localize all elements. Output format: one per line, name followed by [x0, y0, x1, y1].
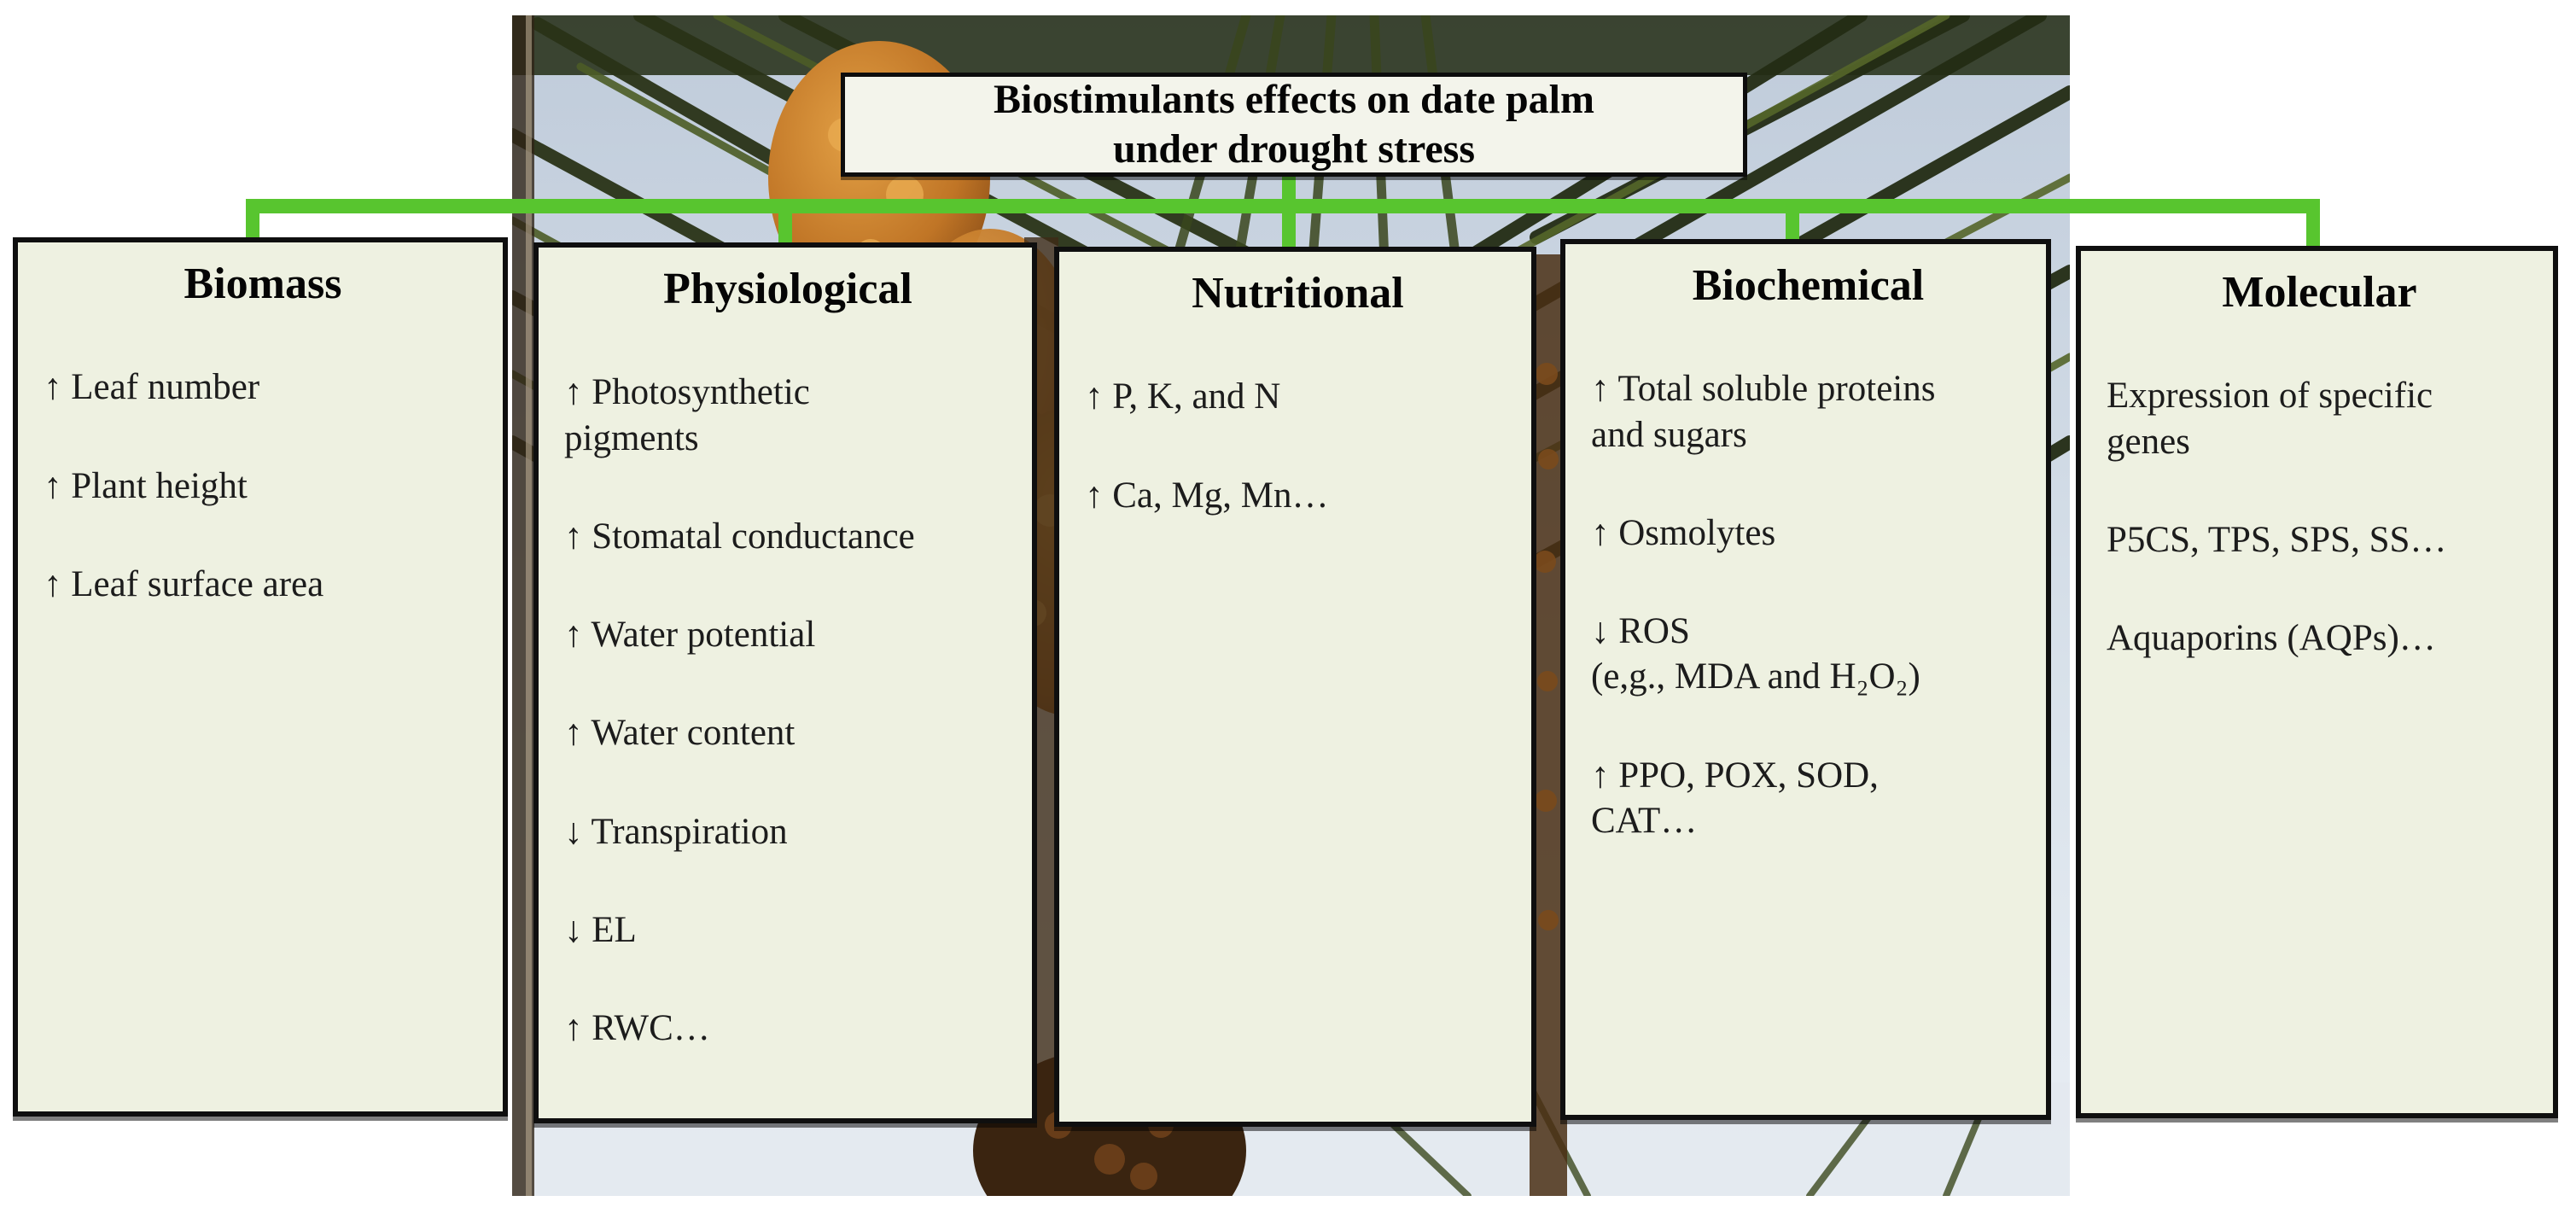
category-box-nutritional: Nutritional ↑ P, K, and N ↑ Ca, Mg, Mn… — [1054, 247, 1536, 1127]
connector-title-stub — [1282, 171, 1296, 205]
effect-item: Aquaporins (AQPs)… — [2107, 618, 2436, 659]
connector-stub-biochemical — [1786, 210, 1799, 246]
category-box-molecular: Molecular Expression of specific genes P… — [2076, 246, 2558, 1118]
effect-item: ↑ Ca, Mg, Mn… — [1085, 475, 1329, 516]
connector-stub-molecular — [2306, 210, 2320, 253]
connector-stub-biomass — [246, 210, 259, 244]
category-box-biochemical: Biochemical ↑ Total soluble proteins and… — [1560, 239, 2051, 1120]
category-box-physiological: Physiological ↑ Photosynthetic pigments … — [533, 242, 1037, 1123]
effect-item: Expression of specific genes — [2107, 376, 2433, 462]
box-title-biochemical: Biochemical — [1692, 261, 1925, 310]
effect-item: ↑ Water content — [564, 713, 796, 754]
category-box-biomass: Biomass ↑ Leaf number ↑ Plant height ↑ L… — [13, 237, 508, 1117]
connector-stub-physiological — [778, 210, 792, 249]
box-title-physiological: Physiological — [663, 265, 912, 313]
box-title-nutritional: Nutritional — [1192, 269, 1404, 318]
connector-horizontal-line — [246, 199, 2320, 213]
effect-item: ↑ RWC… — [564, 1008, 710, 1049]
figure-title: Biostimulants effects on date palm under… — [994, 77, 1594, 172]
effect-item: ↓ ROS (e,g., MDA and H₂O₂) — [1591, 611, 1920, 697]
box-title-molecular: Molecular — [2222, 268, 2417, 317]
effect-item: ↑ Total soluble proteins and sugars — [1591, 369, 1936, 455]
connector-stub-nutritional — [1282, 210, 1296, 253]
effect-item: ↑ Photosynthetic pigments — [564, 372, 810, 458]
effect-item: ↑ PPO, POX, SOD, CAT… — [1591, 755, 1879, 842]
effect-item: ↑ Stomatal conductance — [564, 516, 915, 557]
effect-item: ↓ Transpiration — [564, 811, 788, 852]
effect-item: P5CS, TPS, SPS, SS… — [2107, 519, 2447, 560]
effect-item: ↑ Plant height — [44, 465, 248, 506]
effect-item: ↓ EL — [564, 910, 637, 951]
effect-item: ↑ Osmolytes — [1591, 512, 1776, 553]
effect-item: ↑ Water potential — [564, 615, 816, 656]
title-box: Biostimulants effects on date palm under… — [841, 73, 1747, 177]
effect-item: ↑ Leaf surface area — [44, 563, 324, 604]
box-title-biomass: Biomass — [184, 260, 342, 308]
effect-item: ↑ Leaf number — [44, 367, 260, 408]
effect-item: ↑ P, K, and N — [1085, 376, 1281, 417]
